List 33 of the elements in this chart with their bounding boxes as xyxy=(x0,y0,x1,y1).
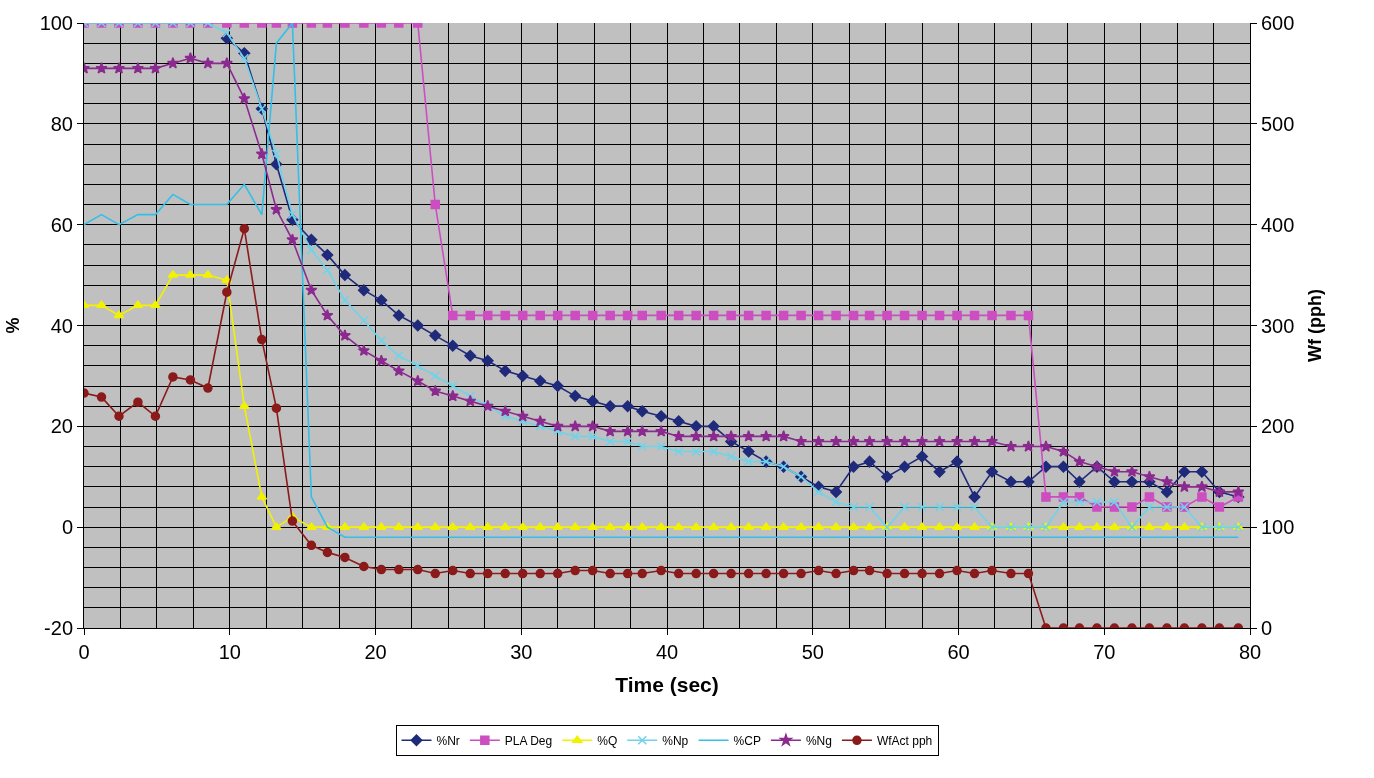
y2-tick-label: 600 xyxy=(1261,12,1295,34)
y-tick-label: 0 xyxy=(61,516,73,539)
y-tick-label: 20 xyxy=(50,415,73,438)
legend-label: WfAct pph xyxy=(876,733,933,748)
legend-label: PLA Deg xyxy=(504,733,553,748)
y2-tick-label: 500 xyxy=(1261,112,1295,135)
x-axis-title: Time (sec) xyxy=(615,673,719,697)
y2-tick-label: 300 xyxy=(1261,314,1295,337)
legend-label: %Q xyxy=(597,733,618,748)
legend-label: %Np xyxy=(662,733,689,748)
legend-label: %CP xyxy=(733,733,761,748)
x-tick-label: 80 xyxy=(1238,641,1262,663)
y-tick-label: -20 xyxy=(44,617,73,639)
y-tick-label: 40 xyxy=(50,314,73,337)
y2-tick-label: 400 xyxy=(1261,213,1295,236)
x-tick-label: 20 xyxy=(364,641,387,663)
x-tick-label: 40 xyxy=(655,641,679,663)
x-tick-label: 0 xyxy=(78,641,90,663)
x-tick-label: 30 xyxy=(510,641,533,663)
y-tick-label: 80 xyxy=(50,112,73,135)
y2-tick-label: 0 xyxy=(1261,617,1273,639)
y-tick-label: 60 xyxy=(50,213,73,236)
x-tick-label: 60 xyxy=(947,641,970,663)
x-tick-label: 70 xyxy=(1093,641,1116,663)
x-tick-label: 50 xyxy=(801,641,824,663)
legend-label: %Ng xyxy=(805,733,832,748)
y-axis-title: % xyxy=(2,317,23,334)
y2-axis-title: Wf (pph) xyxy=(1305,289,1326,362)
x-tick-label: 10 xyxy=(218,641,241,663)
y-tick-label: 100 xyxy=(39,12,73,34)
y2-tick-label: 100 xyxy=(1261,516,1295,539)
legend-label: %Nr xyxy=(436,733,460,748)
y2-tick-label: 200 xyxy=(1261,415,1295,438)
